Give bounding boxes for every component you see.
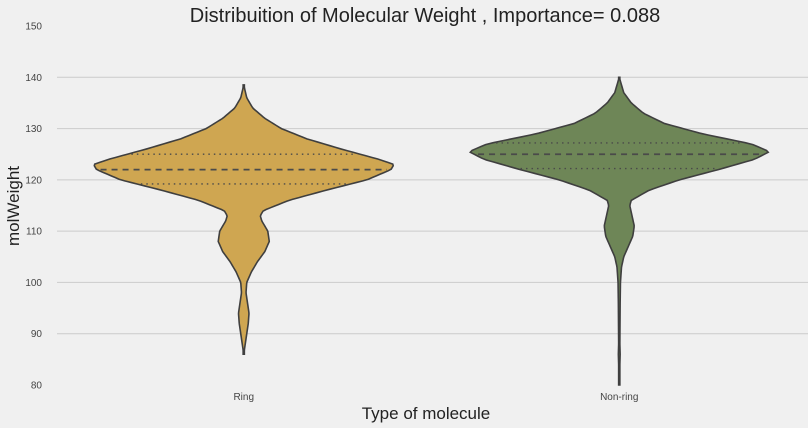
- x-tick-labels: Ring Non-ring: [233, 392, 638, 403]
- grid-lines: [57, 76, 808, 335]
- y-tick-label: 110: [26, 227, 42, 238]
- violin-body: [93, 84, 395, 356]
- y-tick-label: 140: [25, 73, 42, 84]
- y-tick-label: 130: [25, 124, 42, 135]
- y-tick-labels: 80 90 100 110 120 130 140 150: [25, 22, 42, 392]
- y-tick-label: 150: [25, 22, 42, 33]
- x-tick-label: Ring: [233, 392, 254, 403]
- y-axis-label: molWeight: [4, 166, 23, 246]
- violin-non-ring: [469, 76, 770, 386]
- x-axis-label: Type of molecule: [362, 404, 491, 423]
- violins: [93, 76, 770, 386]
- y-tick-label: 100: [25, 278, 42, 289]
- x-tick-label: Non-ring: [600, 392, 638, 403]
- chart-title: Distribuition of Molecular Weight , Impo…: [190, 5, 660, 27]
- y-tick-label: 80: [31, 381, 43, 392]
- y-tick-label: 90: [31, 329, 43, 340]
- violin-ring: [93, 84, 395, 356]
- y-tick-label: 120: [25, 175, 42, 186]
